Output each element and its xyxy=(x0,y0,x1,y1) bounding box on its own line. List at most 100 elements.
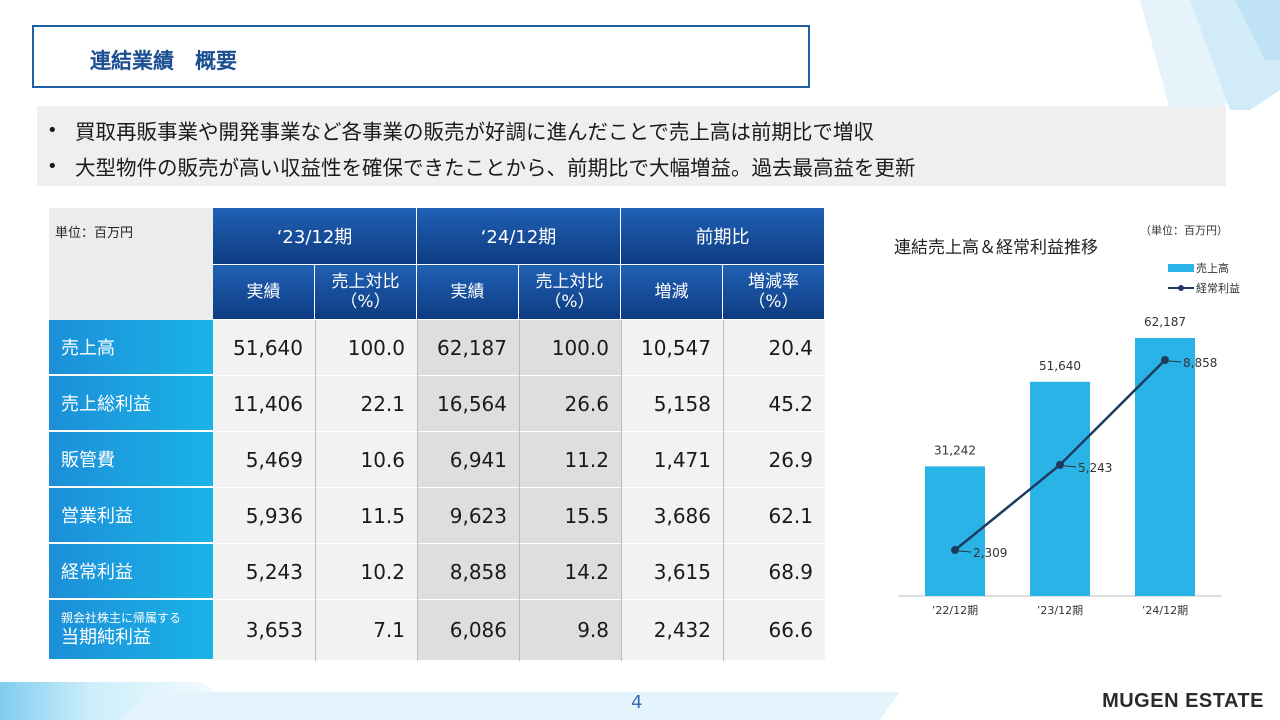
bar-value-label: 51,640 xyxy=(1039,359,1081,373)
column-divider xyxy=(519,320,520,661)
table-cell: 14.2 xyxy=(519,544,621,600)
chart-unit-note: （単位：百万円） xyxy=(1140,224,1228,237)
unit-label: 単位：百万円 xyxy=(49,208,213,320)
period-header-yoy: 前期比 xyxy=(621,208,825,265)
data-label-leader xyxy=(958,550,972,553)
chart-title: 連結売上高＆経常利益推移 xyxy=(894,238,1098,258)
table-cell: 3,653 xyxy=(213,600,315,661)
bar-value-label: 31,242 xyxy=(934,443,976,457)
x-tick-label: ’22/12期 xyxy=(932,604,978,617)
table-cell: 10,547 xyxy=(621,320,723,376)
column-subheader: 売上対比 （%） xyxy=(519,265,621,320)
results-table: 単位：百万円 ‘23/12期 ‘24/12期 前期比 実績 売上対比 （%） 実績 売上… xyxy=(49,208,825,661)
table-cell: 5,936 xyxy=(213,488,315,544)
legend-label: 経常利益 xyxy=(1196,282,1240,295)
table-cell: 10.2 xyxy=(315,544,417,600)
table-cell: 16,564 xyxy=(417,376,519,432)
corner-decoration xyxy=(1140,0,1280,110)
table-cell: 62.1 xyxy=(723,488,825,544)
table-cell: 1,471 xyxy=(621,432,723,488)
period-header-2024: ‘24/12期 xyxy=(417,208,621,265)
line-value-label: 8,858 xyxy=(1183,356,1217,370)
table-cell: 51,640 xyxy=(213,320,315,376)
legend-line-swatch xyxy=(1168,285,1194,291)
x-tick-label: ’23/12期 xyxy=(1037,604,1083,617)
row-label: 売上総利益 xyxy=(49,376,213,432)
column-divider xyxy=(315,320,316,661)
table-cell: 6,086 xyxy=(417,600,519,661)
table-cell: 20.4 xyxy=(723,320,825,376)
legend-item-ordinary-profit: 経常利益 xyxy=(1168,278,1240,298)
column-divider xyxy=(723,320,724,661)
column-subheader: 実績 xyxy=(417,265,519,320)
subheader-line: （%） xyxy=(340,292,391,312)
row-label: 売上高 xyxy=(49,320,213,376)
table-cell: 100.0 xyxy=(519,320,621,376)
line-point xyxy=(1056,460,1064,469)
bullet-text: 大型物件の販売が高い収益性を確保できたことから、前期比で大幅増益。過去最高益を更… xyxy=(75,156,916,180)
column-divider xyxy=(417,320,418,661)
subheader-line: 実績 xyxy=(450,282,485,302)
bullet-dot: • xyxy=(47,155,58,177)
subheader-line: 売上対比 xyxy=(535,272,604,292)
table-cell: 3,615 xyxy=(621,544,723,600)
row-label: 販管費 xyxy=(49,432,213,488)
bullet-item: • 大型物件の販売が高い収益性を確保できたことから、前期比で大幅増益。過去最高益… xyxy=(47,148,1226,184)
page-number: 4 xyxy=(631,692,643,713)
bullet-item: • 買取再販事業や開発事業など各事業の販売が好調に進んだことで売上高は前期比で増… xyxy=(47,112,1226,148)
data-label-leader xyxy=(1063,465,1077,468)
row-label: 経常利益 xyxy=(49,544,213,600)
line-value-label: 5,243 xyxy=(1078,461,1112,475)
x-tick-label: ’24/12期 xyxy=(1142,604,1188,617)
line-point xyxy=(1161,356,1169,364)
table-cell: 11.2 xyxy=(519,432,621,488)
legend-label: 売上高 xyxy=(1196,262,1229,275)
table-cell: 8,858 xyxy=(417,544,519,600)
table-cell: 68.9 xyxy=(723,544,825,600)
bullet-text: 買取再販事業や開発事業など各事業の販売が好調に進んだことで売上高は前期比で増収 xyxy=(75,120,874,144)
column-subheader: 売上対比 （%） xyxy=(315,265,417,320)
subheader-line: 増減率 xyxy=(748,272,799,292)
table-cell: 11,406 xyxy=(213,376,315,432)
summary-bullets: • 買取再販事業や開発事業など各事業の販売が好調に進んだことで売上高は前期比で増… xyxy=(37,106,1226,186)
subheader-line: 増減 xyxy=(654,282,689,302)
sales-profit-chart: 31,242 ’22/12期 51,640 ’23/12期 62,187 ’24/12期 2… xyxy=(898,315,1222,617)
subheader-line: （%） xyxy=(748,292,799,312)
table-cell: 6,941 xyxy=(417,432,519,488)
table-cell: 66.6 xyxy=(723,600,825,661)
column-subheader: 増減 xyxy=(621,265,723,320)
table-cell: 7.1 xyxy=(315,600,417,661)
table-cell: 26.6 xyxy=(519,376,621,432)
subheader-line: 売上対比 xyxy=(331,272,400,292)
table-cell: 5,158 xyxy=(621,376,723,432)
table-cell: 100.0 xyxy=(315,320,417,376)
bar-value-label: 62,187 xyxy=(1144,315,1186,329)
table-cell: 62,187 xyxy=(417,320,519,376)
table-cell: 3,686 xyxy=(621,488,723,544)
row-label: 親会社株主に帰属する 当期純利益 xyxy=(49,600,213,661)
title-box: 連結業績 概要 xyxy=(32,25,810,88)
legend-item-sales: 売上高 xyxy=(1168,258,1240,278)
table-cell: 2,432 xyxy=(621,600,723,661)
table-cell: 45.2 xyxy=(723,376,825,432)
row-label: 営業利益 xyxy=(49,488,213,544)
period-header-2023: ‘23/12期 xyxy=(213,208,417,265)
legend-bar-swatch xyxy=(1168,264,1194,272)
column-subheader: 増減率 （%） xyxy=(723,265,825,320)
column-divider xyxy=(621,320,622,661)
row-label-text: 当期純利益 xyxy=(61,626,151,648)
bar-sales xyxy=(925,466,985,596)
subheader-line: （%） xyxy=(544,292,595,312)
table-cell: 15.5 xyxy=(519,488,621,544)
table-cell: 5,243 xyxy=(213,544,315,600)
data-label-leader xyxy=(1168,360,1182,363)
column-subheader: 実績 xyxy=(213,265,315,320)
table-cell: 11.5 xyxy=(315,488,417,544)
table-cell: 9.8 xyxy=(519,600,621,661)
table-cell: 26.9 xyxy=(723,432,825,488)
chart-legend: 売上高 経常利益 xyxy=(1168,258,1240,298)
subheader-line: 実績 xyxy=(246,282,281,302)
bottom-band-decoration xyxy=(0,682,900,720)
page-title: 連結業績 概要 xyxy=(90,49,237,73)
bar-sales xyxy=(1030,381,1090,596)
